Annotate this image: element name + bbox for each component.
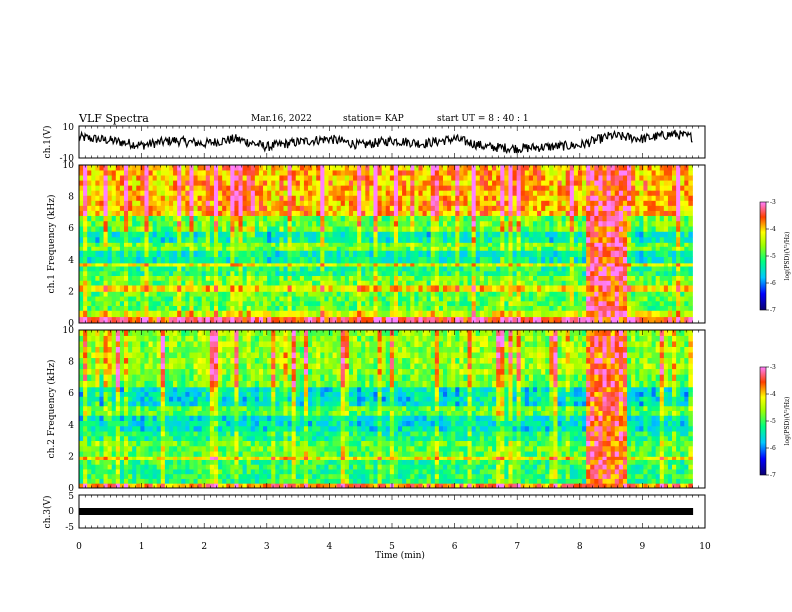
ch1-freq-ylabel: ch.1 Frequency (kHz) <box>46 195 57 294</box>
freq-tick-label: 6 <box>68 389 74 399</box>
colorbar-tick-label: -7 <box>770 472 776 479</box>
ch3-ylabel: ch.3(V) <box>42 496 53 529</box>
colorbar-tick-label: -5 <box>770 253 776 260</box>
colorbar-tick-label: -3 <box>770 364 776 371</box>
time-tick-label: 6 <box>452 542 458 552</box>
ch1-waveform-panel: 10 -10 ch.1(V) <box>42 123 706 164</box>
time-tick-label: 8 <box>577 542 583 552</box>
date-label: Mar.16, 2022 <box>251 114 312 124</box>
freq-tick-label: 6 <box>68 224 74 234</box>
ch3-ytick-bottom: -5 <box>65 523 74 533</box>
colorbar-tick-label: -7 <box>770 307 776 314</box>
colorbar-tick-label: -6 <box>770 445 776 452</box>
ch3-ytick-top: 5 <box>68 492 74 502</box>
ch3-waveform-panel: 5 0 -5 ch.3(V) <box>42 492 706 533</box>
colorbar-tick-label: -4 <box>770 391 776 398</box>
figure-title: VLF Spectra <box>79 112 149 125</box>
ch1-colorbar <box>759 201 767 311</box>
freq-tick-label: 8 <box>68 358 74 368</box>
colorbar-tick-label: -3 <box>770 199 776 206</box>
colorbar-tick-label: -6 <box>770 280 776 287</box>
freq-tick-label: 8 <box>68 193 74 203</box>
freq-tick-label: 0 <box>68 484 74 494</box>
freq-tick-label: 10 <box>63 326 75 336</box>
freq-tick-label: 0 <box>68 319 74 329</box>
freq-tick-label: 4 <box>68 421 74 431</box>
time-tick-label: 3 <box>264 542 270 552</box>
colorbar-tick-label: -4 <box>770 226 776 233</box>
ch3-ytick-mid: 0 <box>68 507 74 517</box>
time-tick-label: 10 <box>699 542 711 552</box>
freq-tick-label: 4 <box>68 256 74 266</box>
station-label: station= KAP <box>343 114 404 124</box>
time-tick-label: 1 <box>139 542 145 552</box>
time-tick-label: 2 <box>201 542 207 552</box>
time-tick-label: 9 <box>640 542 646 552</box>
ch1-ytick-bottom: -10 <box>60 154 75 164</box>
ch2-colorbar <box>759 366 767 476</box>
time-tick-label: 7 <box>514 542 520 552</box>
freq-tick-label: 2 <box>68 452 74 462</box>
start-time-label: start UT = 8 : 40 : 1 <box>437 114 529 124</box>
colorbar-tick-label: -5 <box>770 418 776 425</box>
ch1-spectrogram <box>79 165 693 324</box>
time-tick-label: 0 <box>76 542 82 552</box>
freq-tick-label: 2 <box>68 287 74 297</box>
time-xlabel: Time (min) <box>375 550 425 561</box>
time-tick-label: 4 <box>327 542 333 552</box>
ch2-freq-ylabel: ch.2 Frequency (kHz) <box>46 360 57 459</box>
ch2-colorbar-label: log(PSD)(V²/Hz) <box>784 397 791 446</box>
ch2-spectrogram <box>79 330 693 489</box>
freq-tick-label: 10 <box>63 161 75 171</box>
ch1-waveform-line <box>78 129 693 155</box>
ch1-ytick-top: 10 <box>63 123 75 133</box>
ch1-ylabel: ch.1(V) <box>42 126 53 159</box>
ch3-waveform-line <box>79 508 694 515</box>
time-tick-label: 5 <box>389 542 395 552</box>
ch1-colorbar-label: log(PSD)(V²/Hz) <box>784 232 791 281</box>
